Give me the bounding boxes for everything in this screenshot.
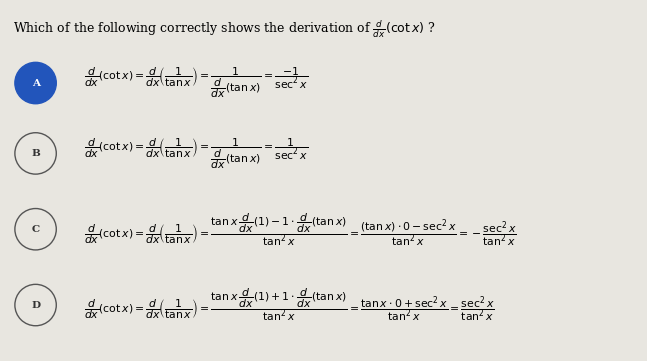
- Text: D: D: [31, 301, 40, 309]
- Text: A: A: [32, 79, 39, 87]
- Text: $\dfrac{d}{dx}(\cot x) = \dfrac{d}{dx}\!\left(\dfrac{1}{\tan x}\right) = \dfrac{: $\dfrac{d}{dx}(\cot x) = \dfrac{d}{dx}\!…: [84, 211, 517, 248]
- Text: $\dfrac{d}{dx}(\cot x) = \dfrac{d}{dx}\!\left(\dfrac{1}{\tan x}\right) = \dfrac{: $\dfrac{d}{dx}(\cot x) = \dfrac{d}{dx}\!…: [84, 136, 309, 171]
- Text: Which of the following correctly shows the derivation of $\frac{d}{dx}(\cot x)$ : Which of the following correctly shows t…: [13, 18, 436, 40]
- Text: $\dfrac{d}{dx}(\cot x) = \dfrac{d}{dx}\!\left(\dfrac{1}{\tan x}\right) = \dfrac{: $\dfrac{d}{dx}(\cot x) = \dfrac{d}{dx}\!…: [84, 66, 309, 100]
- Text: $\dfrac{d}{dx}(\cot x) = \dfrac{d}{dx}\!\left(\dfrac{1}{\tan x}\right) = \dfrac{: $\dfrac{d}{dx}(\cot x) = \dfrac{d}{dx}\!…: [84, 287, 495, 323]
- Ellipse shape: [15, 62, 56, 104]
- Text: B: B: [31, 149, 40, 158]
- Text: C: C: [32, 225, 39, 234]
